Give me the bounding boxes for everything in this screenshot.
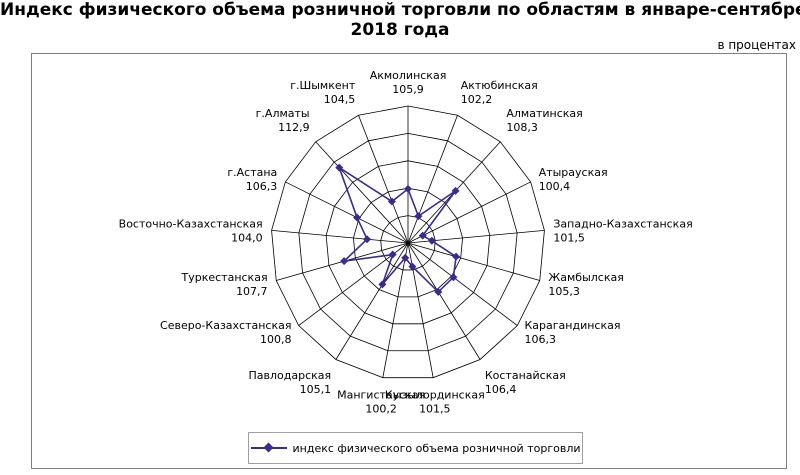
value-label: 100,2: [365, 403, 397, 416]
data-point: [404, 184, 412, 193]
data-point: [452, 252, 461, 261]
series-line: [337, 165, 457, 294]
value-label: 107,7: [236, 285, 268, 298]
value-label: 105,1: [300, 383, 332, 396]
chart-area: [31, 53, 787, 469]
category-label: Алматинская: [506, 107, 582, 120]
units-label: в процентах: [717, 38, 796, 52]
value-label: 106,4: [485, 383, 517, 396]
chart-title-line1: Индекс физического объема розничной торг…: [0, 0, 800, 20]
legend-label: индекс физического объема розничной торг…: [292, 441, 581, 455]
category-label: Костанайская: [485, 369, 566, 382]
category-label: Северо-Казахстанская: [160, 319, 291, 332]
grid-spoke: [407, 181, 531, 244]
value-label: 105,3: [548, 285, 580, 298]
data-point: [434, 287, 443, 296]
category-label: Восточно-Казахстанская: [119, 218, 263, 231]
grid-spoke: [271, 229, 409, 244]
grid-spoke: [407, 242, 540, 281]
grid-spoke: [407, 242, 481, 360]
value-label: 108,3: [506, 121, 538, 134]
chart-title: Индекс физического объема розничной торг…: [0, 0, 800, 40]
value-label: 105,9: [392, 83, 424, 96]
category-label: г.Шымкент: [290, 79, 356, 92]
grid-spoke: [358, 115, 409, 244]
grid-spoke: [382, 242, 409, 378]
value-label: 101,5: [553, 232, 585, 245]
category-label: г.Астана: [227, 166, 277, 179]
data-point: [378, 280, 387, 289]
grid-spoke: [298, 242, 409, 326]
data-point: [408, 262, 417, 271]
category-label: Мангистауская: [337, 389, 425, 402]
data-point: [449, 273, 458, 282]
data-point: [340, 257, 349, 266]
grid-spoke: [407, 115, 458, 244]
grid-ring: [325, 160, 491, 325]
value-label: 112,9: [278, 121, 310, 134]
value-label: 101,5: [419, 403, 451, 416]
data-point: [388, 250, 397, 259]
category-label: Кызылординская: [385, 389, 485, 402]
value-label: 100,4: [539, 180, 571, 193]
data-point: [401, 253, 410, 262]
grid-ring: [271, 105, 545, 379]
grid-ring: [298, 132, 518, 352]
data-point: [363, 235, 372, 244]
category-label: Акмолинская: [370, 69, 447, 82]
legend: индекс физического объема розничной торг…: [248, 432, 583, 464]
category-label: Актюбинская: [461, 79, 538, 92]
grid-spoke: [285, 181, 409, 244]
data-point: [451, 186, 460, 195]
category-label: Атырауская: [539, 166, 608, 179]
grid-ring: [353, 187, 463, 298]
legend-marker-icon: [250, 442, 287, 454]
category-label: г.Алматы: [256, 107, 310, 120]
value-label: 106,3: [525, 333, 557, 346]
data-point: [353, 213, 362, 222]
category-label: Жамбылская: [548, 271, 623, 284]
chart-title-line2: 2018 года: [350, 20, 450, 40]
value-label: 102,2: [461, 93, 493, 106]
grid-ring: [380, 215, 436, 271]
data-point: [335, 163, 344, 172]
value-label: 100,8: [260, 333, 292, 346]
grid-spoke: [335, 242, 409, 360]
category-label: Карагандинская: [525, 319, 621, 332]
data-point: [387, 197, 396, 206]
data-point: [414, 212, 423, 221]
category-label: Павлодарская: [249, 369, 332, 382]
value-label: 106,3: [246, 180, 278, 193]
category-label: Туркестанская: [181, 271, 268, 284]
data-point: [427, 236, 436, 245]
value-label: 104,0: [231, 232, 263, 245]
grid-spoke: [407, 242, 518, 326]
grid-spoke: [315, 141, 409, 244]
value-label: 104,5: [324, 93, 356, 106]
category-label: Западно-Казахстанская: [553, 218, 692, 231]
data-point: [418, 231, 427, 240]
